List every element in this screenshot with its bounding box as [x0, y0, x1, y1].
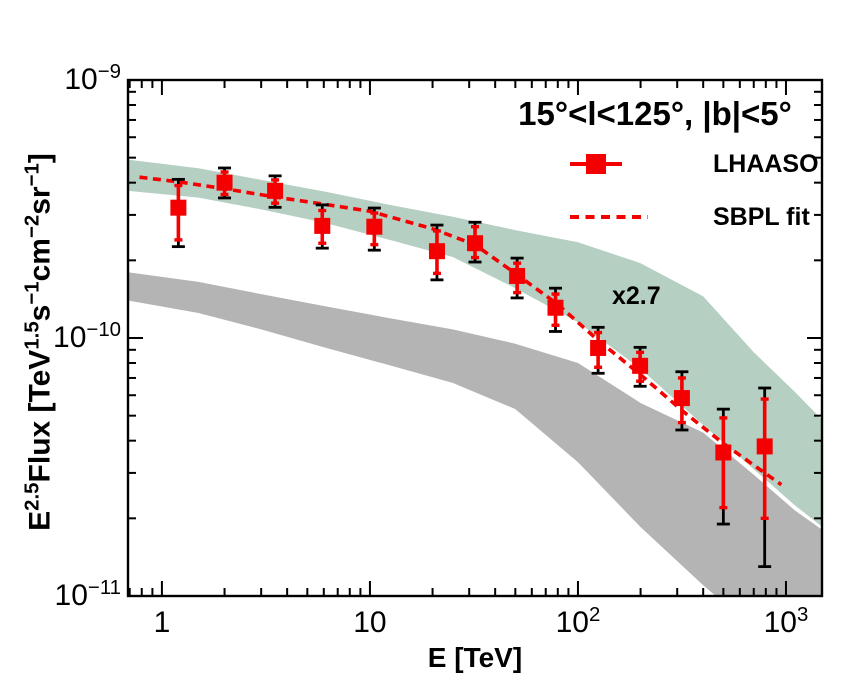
data-point — [715, 407, 732, 526]
data-point-marker — [366, 218, 383, 235]
data-point-marker — [216, 174, 233, 191]
data-point — [170, 177, 187, 249]
y-title-text: ] — [23, 153, 57, 164]
x-axis-title: E [TeV] — [427, 642, 523, 673]
data-point-marker — [590, 339, 607, 356]
x-tick-label: 1 — [117, 606, 207, 639]
tick-mantissa: 10 — [53, 321, 87, 354]
tick-mantissa: 10 — [555, 606, 589, 639]
data-point — [428, 223, 445, 282]
data-point-marker — [267, 182, 284, 199]
data-point — [756, 386, 773, 569]
y-title-superscript: −1 — [21, 163, 44, 187]
data-point-marker — [715, 444, 732, 461]
data-point — [366, 206, 383, 252]
axis-ticks — [128, 79, 822, 597]
tick-mantissa: 10 — [763, 606, 797, 639]
y-tick-label: 10−10 — [53, 318, 121, 354]
x-tick-label: 10 — [325, 606, 415, 639]
y-title-superscript: 1.5 — [21, 321, 44, 350]
data-point-marker — [673, 390, 690, 407]
y-title-superscript: 2.5 — [21, 482, 44, 511]
y-title-text: sr — [23, 186, 57, 215]
data-point-marker — [509, 267, 526, 284]
y-title-superscript: −2 — [21, 214, 44, 239]
legend-label-lhaaso: LHAASO — [713, 150, 819, 178]
tick-exponent: −10 — [86, 318, 121, 341]
y-title-text: Flux [TeV — [23, 349, 57, 483]
x-tick-label: 103 — [741, 603, 831, 639]
data-point-marker — [467, 235, 484, 252]
data-point-marker — [428, 243, 445, 260]
data-point — [509, 256, 526, 300]
data-point — [216, 166, 233, 200]
data-point-marker — [756, 438, 773, 455]
data-point — [467, 220, 484, 264]
data-point-marker — [170, 199, 187, 216]
tick-mantissa: 10 — [64, 63, 98, 96]
data-point — [547, 286, 564, 333]
tick-mantissa: 10 — [353, 606, 387, 639]
tick-exponent: −9 — [97, 60, 121, 83]
data-point — [673, 370, 690, 432]
y-tick-label: 10−9 — [64, 60, 121, 96]
tick-exponent: 2 — [588, 603, 601, 626]
y-title-text: E — [23, 510, 57, 531]
lhaaso-legend-marker-square — [586, 154, 606, 174]
y-title-text: s — [23, 304, 57, 322]
band-model-band — [128, 272, 822, 596]
data-point — [590, 325, 607, 375]
region-label: 15°<l<125°, |b|<5° — [518, 95, 792, 132]
plot-area — [128, 159, 822, 596]
lhaaso-series — [170, 166, 773, 569]
y-title-superscript: −1 — [21, 281, 44, 305]
y-title-text: cm — [23, 238, 57, 282]
tick-mantissa: 10 — [54, 579, 88, 612]
tick-exponent: 3 — [796, 603, 809, 626]
y-axis-title: E2.5Flux [TeV1.5s−1cm−2sr−1] — [21, 153, 57, 531]
x-tick-label: 102 — [533, 603, 623, 639]
scale-factor-annotation: x2.7 — [612, 282, 661, 310]
legend-label-sbpl-fit: SBPL fit — [713, 203, 810, 231]
data-point — [314, 203, 331, 250]
data-point — [632, 345, 649, 388]
legend — [570, 154, 648, 219]
tick-exponent: −11 — [87, 576, 121, 599]
y-tick-label: 10−11 — [54, 576, 121, 612]
data-point-marker — [314, 217, 331, 234]
data-point-marker — [547, 299, 564, 316]
data-point-marker — [632, 357, 649, 374]
tick-mantissa: 1 — [153, 606, 171, 639]
data-point — [267, 174, 284, 209]
